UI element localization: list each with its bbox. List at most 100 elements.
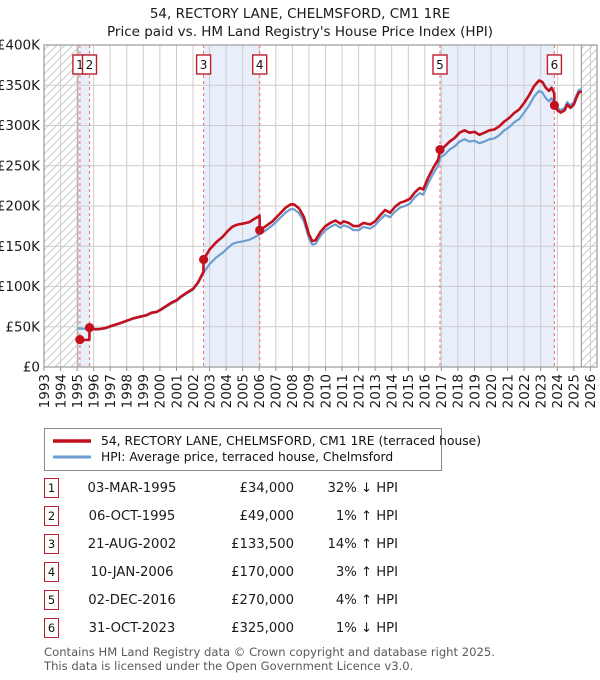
x-axis-tick-label: 2014 — [385, 374, 401, 408]
sale-date: 10-JAN-2006 — [90, 564, 174, 580]
x-axis-tick-label: 1999 — [136, 374, 152, 408]
x-axis-tick-label: 1995 — [70, 374, 86, 408]
sale-date: 03-MAR-1995 — [87, 480, 177, 496]
sale-number-badge: 4 — [44, 562, 59, 582]
sale-marker — [255, 225, 265, 235]
sale-number-badge: 5 — [44, 590, 59, 610]
price-paid-line — [78, 79, 583, 342]
table-row: 6 31-OCT-2023 £325,000 1% ↓ HPI — [44, 614, 398, 642]
sale-date: 21-AUG-2002 — [87, 536, 177, 552]
footer-licence: This data is licensed under the Open Gov… — [44, 658, 414, 673]
sale-hpi-comparison: 14% ↑ HPI — [327, 536, 398, 552]
marker-label-number: 4 — [256, 58, 264, 72]
x-axis-tick-label: 1997 — [103, 374, 119, 408]
sale-number-badge: 1 — [44, 478, 59, 498]
marker-label-box — [251, 54, 268, 75]
table-row: 5 02-DEC-2016 £270,000 4% ↑ HPI — [44, 586, 398, 614]
property-address-title: 54, RECTORY LANE, CHELMSFORD, CM1 1RE — [149, 6, 451, 22]
marker-label-number: 2 — [86, 58, 94, 72]
sale-hpi-comparison: 32% ↓ HPI — [327, 480, 398, 496]
sale-number-badge: 2 — [44, 506, 59, 526]
red-line-swatch — [53, 439, 91, 443]
sale-hpi-comparison: 1% ↓ HPI — [335, 620, 398, 636]
y-axis-tick-label: £0 — [23, 360, 40, 376]
sale-price: £49,000 — [239, 508, 294, 524]
chart-subtitle: Price paid vs. HM Land Registry's House … — [107, 24, 493, 41]
y-axis-tick-label: £400K — [0, 38, 41, 54]
sale-number-badge: 6 — [44, 618, 59, 638]
x-axis-tick-label: 2011 — [335, 374, 351, 408]
x-axis-tick-label: 2012 — [351, 374, 367, 408]
y-axis-tick-label: £250K — [0, 158, 41, 174]
marker-label-box — [432, 54, 448, 75]
sale-price: £270,000 — [231, 592, 294, 608]
y-axis-tick-label: £50K — [5, 319, 41, 335]
x-axis-tick-label: 2019 — [467, 374, 483, 408]
x-axis-tick-label: 1998 — [120, 374, 136, 408]
price-history-chart: 1 2 3 4 5 6 £0 £50K £100K £150K £200K £250K £300K £35… — [0, 38, 600, 472]
y-axis-tick-label: £150K — [0, 239, 41, 255]
sale-date: 02-DEC-2016 — [88, 592, 176, 608]
x-axis-tick-label: 2024 — [550, 374, 566, 408]
sale-hpi-comparison: 3% ↑ HPI — [335, 564, 398, 580]
y-axis-tick-label: £100K — [0, 279, 41, 295]
marker-label-box — [195, 54, 212, 75]
x-axis-tick-label: 1994 — [53, 374, 69, 408]
x-axis-tick-label: 1996 — [87, 374, 103, 408]
y-axis-tick-label: £200K — [0, 199, 41, 215]
sale-hpi-comparison: 4% ↑ HPI — [335, 592, 398, 608]
x-axis-tick-label: 2021 — [500, 374, 516, 408]
legend-label-hpi: HPI: Average price, terraced house, Chel… — [101, 450, 394, 464]
x-axis-tick-label: 2003 — [202, 374, 218, 408]
x-axis-tick-label: 2001 — [169, 374, 185, 408]
x-axis-tick-label: 2020 — [484, 374, 500, 408]
legend-label-property: 54, RECTORY LANE, CHELMSFORD, CM1 1RE (t… — [101, 434, 482, 448]
x-axis-tick-label: 2006 — [252, 374, 268, 408]
sale-marker — [84, 323, 95, 333]
marker-label-number: 5 — [436, 58, 444, 72]
x-axis-tick-label: 2025 — [567, 374, 583, 408]
marker-label-number: 1 — [76, 58, 84, 72]
x-axis-tick-label: 2022 — [517, 374, 533, 408]
blue-line-swatch — [53, 455, 91, 459]
x-axis-tick-label: 2004 — [219, 374, 235, 408]
x-axis-tick-label: 2002 — [186, 374, 202, 408]
x-axis-tick-label: 2010 — [318, 374, 334, 408]
x-axis-tick-label: 1993 — [37, 374, 53, 408]
sales-history-table: 1 03-MAR-1995 £34,000 32% ↓ HPI 2 06-OCT-1995… — [44, 474, 398, 642]
sale-marker — [549, 100, 560, 110]
table-row: 3 21-AUG-2002 £133,500 14% ↑ HPI — [44, 530, 398, 558]
marker-label-number: 3 — [200, 58, 208, 72]
legend-item-hpi: HPI: Average price, terraced house, Chel… — [53, 449, 433, 465]
sale-price: £325,000 — [231, 620, 294, 636]
x-axis-tick-label: 2026 — [583, 374, 599, 408]
sale-number-badge: 3 — [44, 534, 59, 554]
legend-item-property: 54, RECTORY LANE, CHELMSFORD, CM1 1RE (t… — [53, 433, 481, 449]
x-axis-tick-label: 2018 — [451, 374, 467, 408]
x-axis-tick-label: 2007 — [269, 374, 285, 408]
footer-copyright: Contains HM Land Registry data © Crown c… — [44, 645, 495, 659]
sale-price: £133,500 — [231, 536, 294, 552]
x-axis-tick-label: 2005 — [236, 374, 252, 408]
sale-date: 06-OCT-1995 — [88, 508, 176, 524]
marker-label-box — [546, 54, 563, 75]
license-footer: Contains HM Land Registry data © Crown c… — [44, 645, 495, 674]
sale-price: £170,000 — [231, 564, 294, 580]
x-axis-tick-label: 2016 — [418, 374, 434, 408]
x-axis-tick-label: 2009 — [302, 374, 318, 408]
sale-marker — [199, 254, 209, 265]
marker-label-number: 6 — [551, 58, 559, 72]
sale-marker — [75, 335, 85, 345]
price-chart-svg: 1 2 3 4 5 6 £0 £50K £100K £150K £200K £250K £300K £35… — [0, 38, 599, 409]
sale-marker — [435, 145, 445, 155]
x-axis-tick-label: 2017 — [434, 374, 450, 408]
x-axis-tick-label: 2008 — [285, 374, 301, 408]
sale-date: 31-OCT-2023 — [88, 620, 176, 636]
x-axis-tick-label: 2000 — [153, 374, 169, 408]
table-row: 1 03-MAR-1995 £34,000 32% ↓ HPI — [44, 474, 398, 502]
table-row: 2 06-OCT-1995 £49,000 1% ↑ HPI — [44, 502, 398, 530]
sale-price: £34,000 — [239, 480, 294, 496]
y-axis-tick-label: £350K — [0, 78, 41, 94]
x-axis-tick-label: 2013 — [368, 374, 384, 408]
